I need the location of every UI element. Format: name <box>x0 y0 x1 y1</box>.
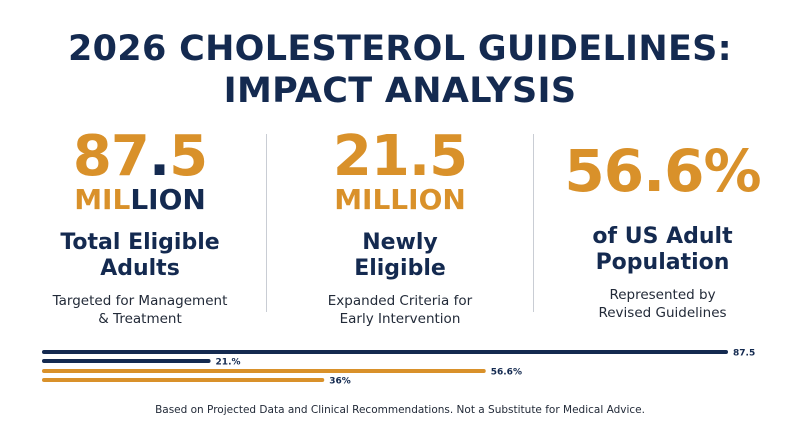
bar-3-value-label: 56.6% <box>491 368 522 378</box>
stat-population-share: 56.6% of US Adult Population Represented… <box>540 128 785 322</box>
bar-chart-svg: 87.5 21.% 56.6% 36% <box>42 349 755 387</box>
stat-desc-line: & Treatment <box>98 311 182 327</box>
column-divider <box>533 134 534 312</box>
stat-newly-eligible-value: 21.5 <box>332 124 468 189</box>
page-title: 2026 CHOLESTEROL GUIDELINES: IMPACT ANAL… <box>0 28 800 112</box>
stat-total-eligible: 87.5 MILLION Total Eligible Adults Targe… <box>20 128 260 328</box>
bar-chart: 87.5 21.% 56.6% 36% <box>0 338 800 398</box>
stat-newly-eligible-unit: MILLION <box>334 183 466 216</box>
stat-desc-line: Represented by <box>609 287 716 303</box>
bar-1-value-label: 87.5 <box>733 349 755 359</box>
footnote: Based on Projected Data and Clinical Rec… <box>155 404 645 416</box>
page-title-line-2: IMPACT ANALYSIS <box>223 71 577 111</box>
stat-label-line: Total Eligible <box>60 230 220 255</box>
bar-3 <box>42 369 486 373</box>
stat-label-line: Population <box>595 250 730 275</box>
stat-label-line: Eligible <box>354 256 446 281</box>
page-title-line-1: 2026 CHOLESTEROL GUIDELINES: <box>68 29 732 69</box>
stat-total-eligible-unit: MILLION <box>20 184 260 216</box>
stats-row: 87.5 MILLION Total Eligible Adults Targe… <box>0 128 800 328</box>
stat-desc-line: Targeted for Management <box>52 293 228 309</box>
bar-2 <box>42 359 211 363</box>
stat-total-eligible-description: Targeted for Management & Treatment <box>20 292 260 328</box>
stat-desc-line: Early Intervention <box>339 311 461 327</box>
bar-2-value-label: 21.% <box>216 358 241 368</box>
stat-unit-accent: LION <box>130 183 206 216</box>
stat-newly-eligible-description: Expanded Criteria for Early Intervention <box>280 292 520 328</box>
stat-population-share-description: Represented by Revised Guidelines <box>540 286 785 322</box>
stat-newly-eligible-label: Newly Eligible <box>280 230 520 282</box>
stat-population-share-label: of US Adult Population <box>540 224 785 276</box>
stat-total-eligible-value: 87.5 <box>20 128 260 186</box>
stat-desc-line: Revised Guidelines <box>598 305 727 321</box>
column-divider <box>266 134 267 312</box>
stat-newly-eligible: 21.5 MILLION Newly Eligible Expanded Cri… <box>280 128 520 328</box>
stat-label-line: Adults <box>100 256 180 281</box>
bar-4 <box>42 378 325 382</box>
stat-label-line: of US Adult <box>592 224 733 249</box>
stat-value-accent: . <box>148 124 170 189</box>
stat-value-part: 5 <box>169 124 208 189</box>
stat-label-line: Newly <box>362 230 438 255</box>
stat-population-share-value: 56.6% <box>564 137 761 205</box>
stat-desc-line: Expanded Criteria for <box>327 293 473 309</box>
stat-value-part: 87 <box>72 124 150 189</box>
stat-total-eligible-label: Total Eligible Adults <box>20 230 260 282</box>
bar-4-value-label: 36% <box>329 377 351 387</box>
bar-1 <box>42 350 728 354</box>
stat-unit-part: MIL <box>74 183 131 216</box>
